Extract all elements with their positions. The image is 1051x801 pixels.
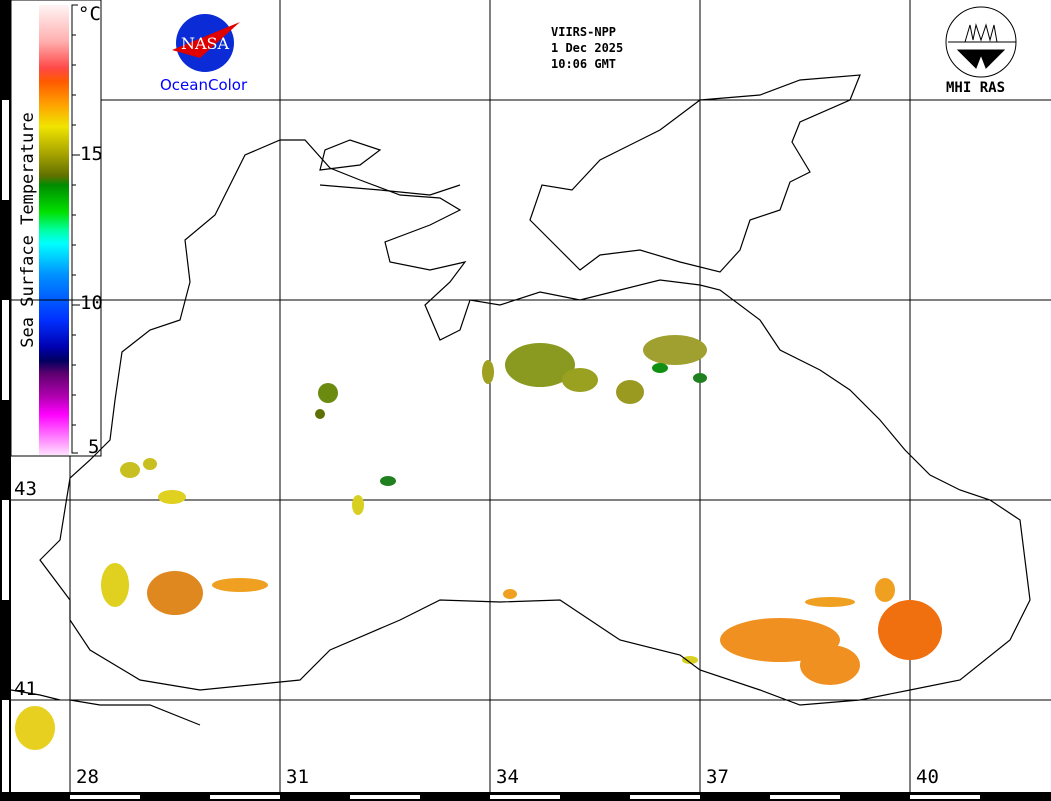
- lat-label-43: 43: [14, 478, 37, 500]
- graticule: [11, 0, 1051, 792]
- colorbar-gradient: [39, 5, 69, 455]
- acquisition-time: 10:06 GMT: [551, 57, 617, 71]
- lon-label-40: 40: [916, 766, 939, 788]
- acquisition-date: 1 Dec 2025: [551, 41, 624, 55]
- colorbar-unit: °C: [78, 3, 101, 25]
- colorbar-title: Sea Surface Temperature: [18, 112, 38, 348]
- colorbar-tick-10: 10: [80, 292, 103, 314]
- oceancolor-label: OceanColor: [160, 76, 248, 94]
- left-scale-bar: [0, 0, 11, 801]
- svg-text:NASA: NASA: [181, 34, 230, 53]
- colorbar-tick-5: 5: [88, 436, 100, 458]
- lon-label-28: 28: [76, 766, 99, 788]
- bottom-scale-bar: [0, 792, 1051, 801]
- lat-label-41: 41: [14, 678, 37, 700]
- mhi-ras-logo: [945, 6, 1017, 78]
- nasa-logo: NASA: [172, 14, 240, 72]
- lon-label-34: 34: [496, 766, 519, 788]
- sensor-name: VIIRS-NPP: [551, 25, 617, 39]
- mhi-ras-label: MHI RAS: [946, 80, 1006, 96]
- lon-label-37: 37: [706, 766, 729, 788]
- lon-label-31: 31: [286, 766, 309, 788]
- header-info: VIIRS-NPP 1 Dec 2025 10:06 GMT: [551, 24, 623, 72]
- colorbar-tick-15: 15: [80, 143, 103, 165]
- sst-patches: [15, 335, 942, 750]
- colorbar: [10, 0, 102, 457]
- coastline: [10, 74, 1031, 726]
